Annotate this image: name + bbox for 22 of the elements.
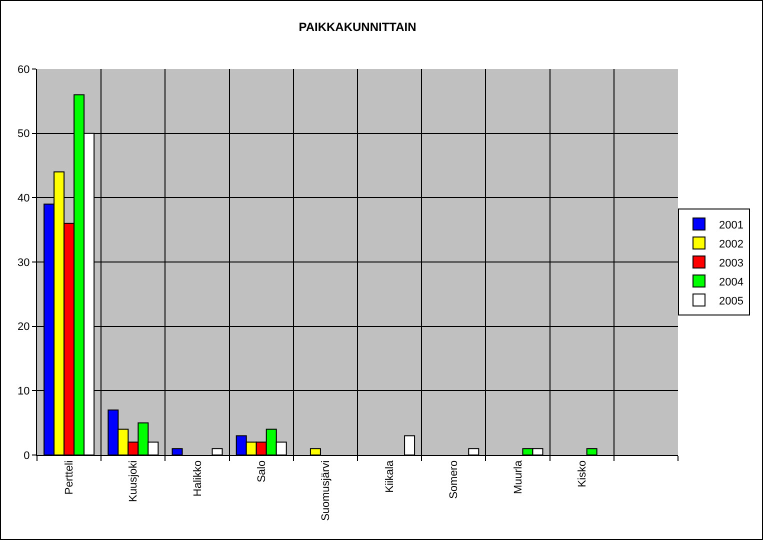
- y-tick-label: 40: [18, 192, 30, 205]
- x-tick-label: Pertteli: [64, 460, 76, 495]
- x-tick-label: Kiikala: [384, 460, 396, 493]
- x-tick-label: Muurla: [512, 460, 524, 494]
- y-tick-label: 30: [18, 256, 30, 269]
- y-tick-label: 10: [18, 386, 30, 398]
- x-tick-label: Suomusjärvi: [320, 460, 332, 521]
- chart-title: PAIKKAKUNNITTAIN: [298, 20, 416, 34]
- legend-label: 2004: [719, 276, 744, 288]
- x-tick-label: Halikko: [192, 460, 204, 496]
- y-tick-label: 60: [18, 64, 30, 76]
- legend-label: 2002: [719, 238, 744, 250]
- legend-label: 2001: [719, 219, 744, 232]
- x-tick-label: Somero: [448, 460, 460, 499]
- y-tick-label: 0: [24, 450, 30, 462]
- x-tick-label: Kisko: [576, 460, 588, 488]
- legend-label: 2005: [719, 295, 744, 308]
- x-tick-label: Salo: [256, 460, 268, 482]
- y-tick-label: 50: [18, 128, 30, 140]
- y-tick-label: 20: [18, 321, 30, 334]
- x-tick-label: Kuusjoki: [128, 460, 140, 502]
- legend-label: 2003: [719, 257, 744, 270]
